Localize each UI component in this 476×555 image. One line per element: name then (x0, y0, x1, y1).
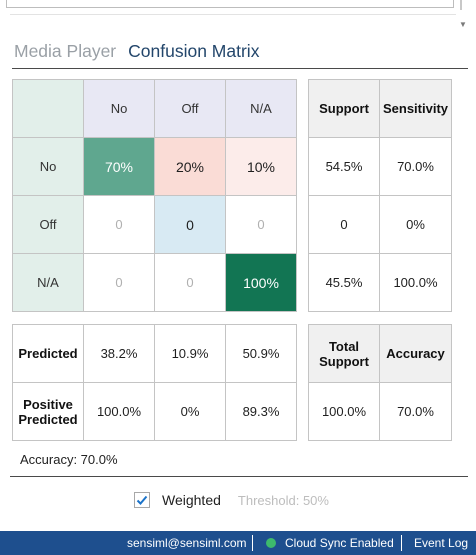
positive-predicted-label: Positive Predicted (13, 383, 84, 441)
stats-row: 54.5% 70.0% (309, 138, 452, 196)
checkmark-icon (136, 494, 148, 506)
support-cell: 45.5% (309, 254, 380, 312)
row-header: N/A (13, 254, 84, 312)
weighted-checkbox[interactable] (134, 492, 150, 508)
predicted-cell: 50.9% (226, 325, 297, 383)
total-header-row: Total Support Accuracy (309, 325, 452, 383)
matrix-cell[interactable]: 0 (226, 196, 297, 254)
cloud-sync-status[interactable]: Cloud Sync Enabled (285, 536, 394, 550)
sensitivity-header: Sensitivity (380, 80, 452, 138)
column-header: No (84, 80, 155, 138)
status-separator (252, 535, 253, 551)
top-panel-edge (6, 0, 454, 8)
event-log-button[interactable]: Event Log (414, 536, 468, 550)
tab-media-player[interactable]: Media Player (14, 40, 116, 62)
column-header: Off (155, 80, 226, 138)
accuracy-value: 70.0% (380, 383, 452, 441)
matrix-cell[interactable]: 0 (84, 196, 155, 254)
sensitivity-cell: 100.0% (380, 254, 452, 312)
predicted-row: Predicted 38.2% 10.9% 50.9% (13, 325, 297, 383)
tab-confusion-matrix[interactable]: Confusion Matrix (128, 40, 259, 62)
stats-row: 45.5% 100.0% (309, 254, 452, 312)
accuracy-header: Accuracy (380, 325, 452, 383)
predicted-summary-table: Predicted 38.2% 10.9% 50.9% Positive Pre… (12, 324, 297, 441)
matrix-cell[interactable]: 70% (84, 138, 155, 196)
positive-predicted-cell: 0% (155, 383, 226, 441)
positive-predicted-row: Positive Predicted 100.0% 0% 89.3% (13, 383, 297, 441)
accuracy-text: Accuracy: 70.0% (20, 452, 118, 467)
matrix-cell[interactable]: 10% (226, 138, 297, 196)
confusion-matrix-table: No Off N/A No 70% 20% 10% Off 0 0 0 N/A … (12, 79, 297, 312)
section-divider (10, 14, 456, 15)
tabs-divider (12, 68, 468, 69)
row-header: Off (13, 196, 84, 254)
positive-predicted-cell: 100.0% (84, 383, 155, 441)
scrollbar-thumb[interactable] (460, 0, 462, 10)
total-support-header: Total Support (309, 325, 380, 383)
weighted-label: Weighted (162, 492, 221, 508)
threshold-label: Threshold: 50% (238, 493, 329, 508)
sensitivity-cell: 70.0% (380, 138, 452, 196)
matrix-cell[interactable]: 0 (84, 254, 155, 312)
scroll-down-icon[interactable]: ▼ (459, 20, 467, 30)
matrix-row: No 70% 20% 10% (13, 138, 297, 196)
status-separator (401, 535, 402, 551)
bottom-divider (10, 476, 468, 477)
support-sensitivity-table: Support Sensitivity 54.5% 70.0% 0 0% 45.… (308, 79, 452, 312)
status-bar: sensiml@sensiml.com Cloud Sync Enabled E… (0, 531, 476, 555)
support-cell: 54.5% (309, 138, 380, 196)
total-value-row: 100.0% 70.0% (309, 383, 452, 441)
predicted-cell: 10.9% (155, 325, 226, 383)
matrix-cell[interactable]: 0 (155, 254, 226, 312)
row-header: No (13, 138, 84, 196)
support-cell: 0 (309, 196, 380, 254)
column-header: N/A (226, 80, 297, 138)
sync-status-icon (266, 538, 276, 548)
matrix-cell[interactable]: 100% (226, 254, 297, 312)
support-header: Support (309, 80, 380, 138)
matrix-row: Off 0 0 0 (13, 196, 297, 254)
matrix-header-row: No Off N/A (13, 80, 297, 138)
stats-row: 0 0% (309, 196, 452, 254)
view-tabs: Media Player Confusion Matrix (14, 40, 259, 64)
weighted-control: Weighted Threshold: 50% (134, 490, 329, 510)
sensitivity-cell: 0% (380, 196, 452, 254)
user-email[interactable]: sensiml@sensiml.com (127, 536, 247, 550)
predicted-label: Predicted (13, 325, 84, 383)
total-support-value: 100.0% (309, 383, 380, 441)
total-accuracy-table: Total Support Accuracy 100.0% 70.0% (308, 324, 452, 441)
matrix-row: N/A 0 0 100% (13, 254, 297, 312)
matrix-corner-cell (13, 80, 84, 138)
stats-header-row: Support Sensitivity (309, 80, 452, 138)
positive-predicted-cell: 89.3% (226, 383, 297, 441)
matrix-cell[interactable]: 20% (155, 138, 226, 196)
predicted-cell: 38.2% (84, 325, 155, 383)
matrix-cell[interactable]: 0 (155, 196, 226, 254)
